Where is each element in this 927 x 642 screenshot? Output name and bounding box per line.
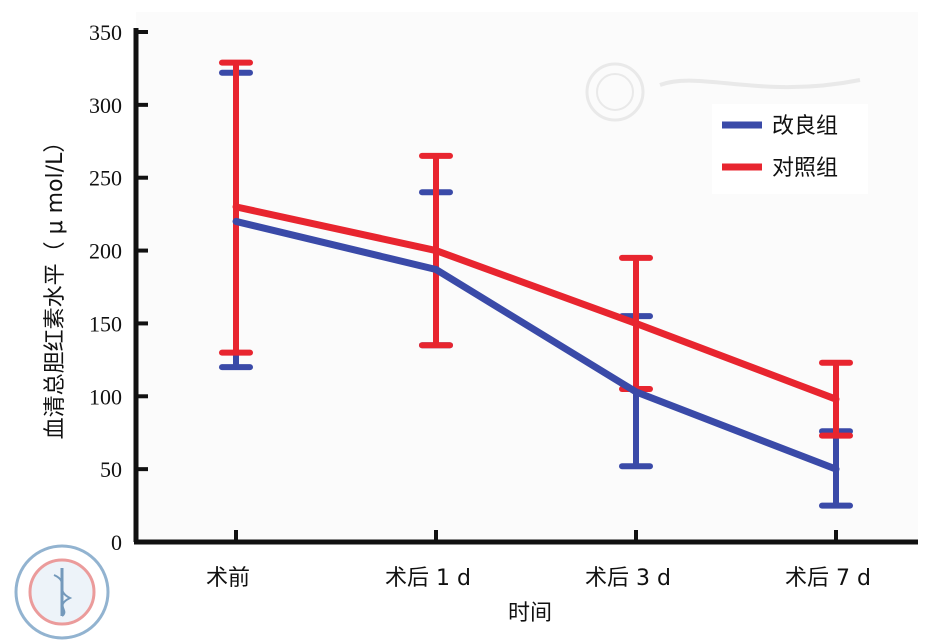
y-tick-label: 100 <box>89 384 122 409</box>
y-tick-label: 50 <box>100 457 122 482</box>
legend-label-series-1: 对照组 <box>772 156 838 181</box>
legend-label-series-0: 改良组 <box>772 114 838 139</box>
x-tick-label: 术后 1 d <box>385 566 471 591</box>
logo-seal-bottom <box>14 544 110 640</box>
watermark-seal-top <box>585 62 861 122</box>
x-tick-label: 术前 <box>206 566 250 591</box>
y-tick-label: 200 <box>89 239 122 264</box>
series-line-1 <box>235 203 838 403</box>
data-point-series-1 <box>832 395 840 403</box>
y-tick-label: 250 <box>89 166 122 191</box>
x-tick-label: 术后 7 d <box>785 566 871 591</box>
data-point-series-1 <box>232 203 240 211</box>
legend: 改良组 对照组 <box>712 104 868 194</box>
y-tick-label: 150 <box>89 311 122 336</box>
data-point-series-1 <box>632 319 640 327</box>
y-tick-label: 300 <box>89 93 122 118</box>
data-point-series-0 <box>432 266 440 274</box>
data-point-series-1 <box>432 247 440 255</box>
y-tick-label: 350 <box>89 20 122 45</box>
plot-background <box>136 12 918 542</box>
data-point-series-0 <box>832 465 840 473</box>
legend-background <box>712 104 868 194</box>
y-axis-title: 血清总胆红素水平（ μ mol/L） <box>43 131 68 440</box>
y-tick-label: 0 <box>111 530 122 555</box>
x-tick-label: 术后 3 d <box>585 566 671 591</box>
data-point-series-0 <box>232 217 240 225</box>
data-point-series-0 <box>632 388 640 396</box>
series-line-0 <box>235 218 838 473</box>
x-axis-title: 时间 <box>508 601 552 626</box>
